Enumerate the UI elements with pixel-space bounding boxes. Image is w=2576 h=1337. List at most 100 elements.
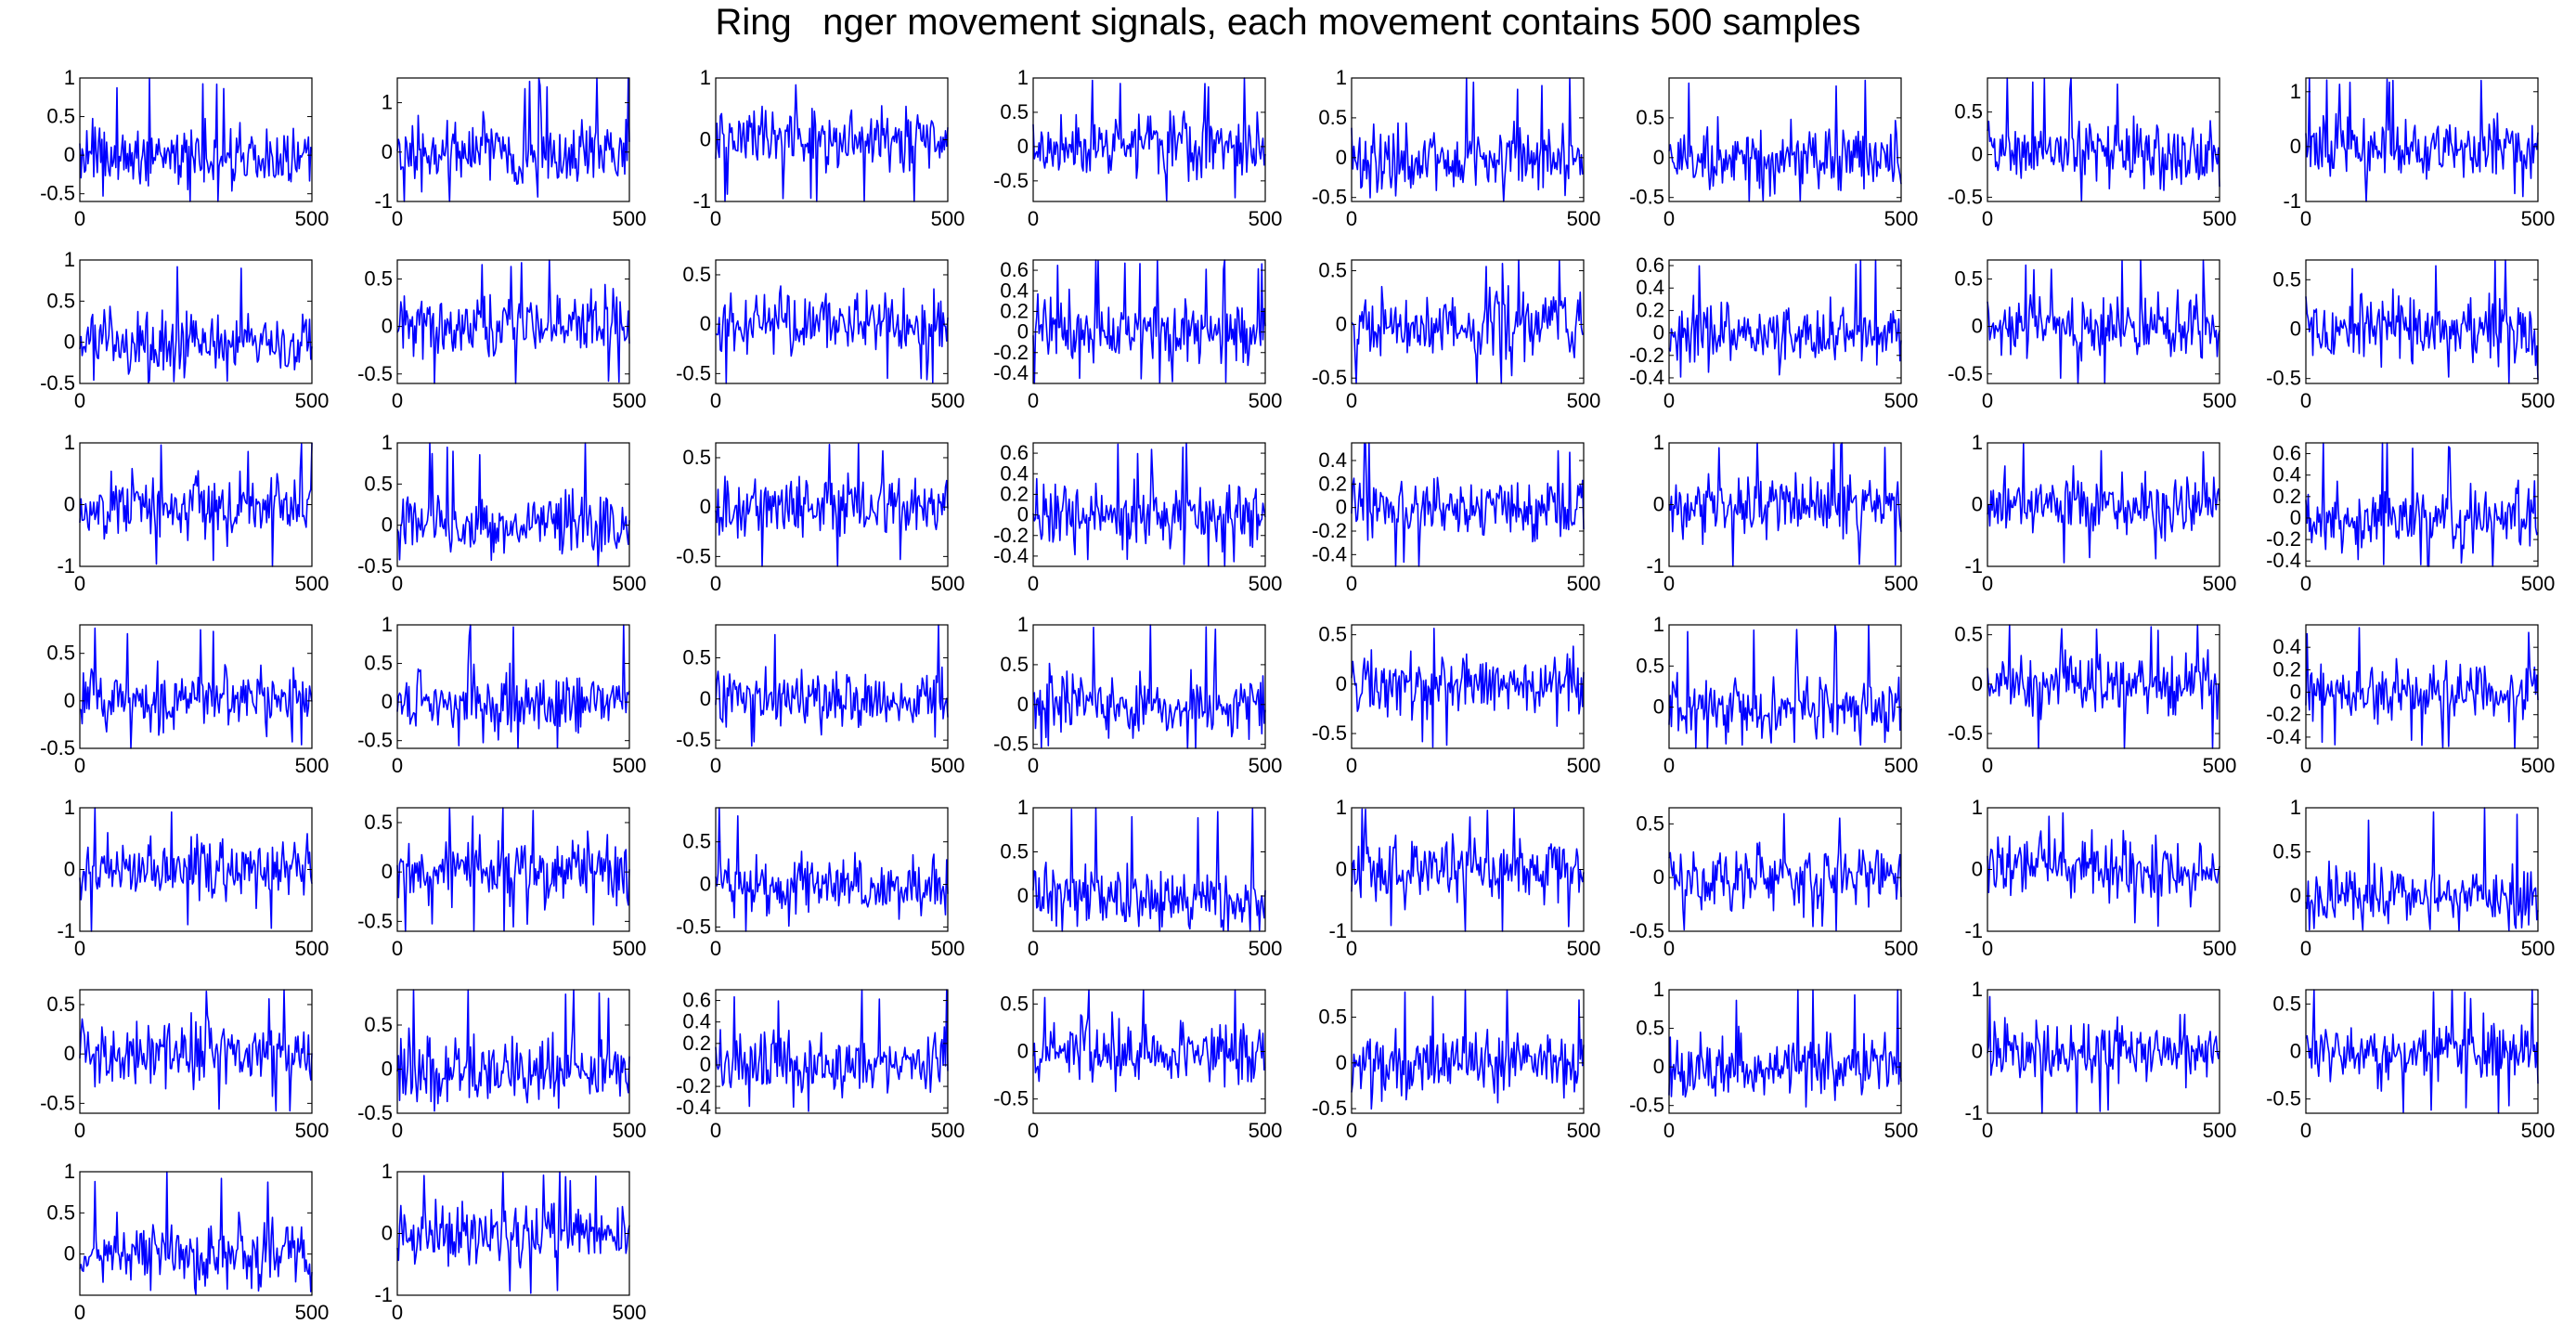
y-tick-label: 1 — [1972, 796, 1983, 819]
x-tick-label: 500 — [1567, 1119, 1601, 1142]
y-tick-label: -1 — [57, 919, 75, 942]
y-tick-label: -1 — [374, 189, 393, 213]
y-tick-label: 1 — [1336, 796, 1347, 819]
y-tick-label: 1 — [1017, 796, 1029, 819]
signal-panel: 0.50-0.50 500 — [1629, 807, 1918, 960]
y-tick-label: 0 — [1972, 858, 1983, 881]
x-tick-label: 500 — [1567, 937, 1601, 960]
signal-panel: 10.50-0.50 500 — [993, 613, 1282, 777]
signal-panel: 0.50-0.50 500 — [676, 807, 964, 960]
axes-box — [1987, 77, 2220, 202]
y-tick-label: 0.2 — [1000, 299, 1029, 322]
y-tick-label: 0 — [2290, 681, 2301, 704]
signal-panel: 10.50-0.50 500 — [40, 66, 329, 230]
y-tick-label: 0 — [1653, 321, 1664, 344]
y-tick-label: 0 — [1653, 493, 1664, 516]
y-tick-label: 0.5 — [1000, 653, 1029, 676]
axes-box — [715, 442, 949, 567]
y-tick-label: -0.2 — [993, 341, 1029, 364]
x-tick-label: 0 — [1346, 389, 1357, 412]
y-tick-label: 0.4 — [682, 1010, 711, 1033]
axes-box — [715, 259, 949, 384]
x-tick-label: 500 — [2521, 389, 2556, 412]
y-tick-label: -0.5 — [1629, 1094, 1664, 1117]
y-tick-label: -1 — [374, 1283, 393, 1306]
x-tick-label: 500 — [1249, 1119, 1283, 1142]
y-tick-label: 0 — [1017, 1040, 1029, 1063]
signal-trace — [79, 77, 313, 202]
signal-panel: 0.60.40.20-0.2-0.40 500 — [993, 258, 1282, 412]
signal-panel: 0.50-0.50 500 — [2266, 989, 2555, 1142]
y-tick-label: 0.5 — [2272, 992, 2301, 1015]
x-tick-label: 0 — [1982, 572, 1993, 595]
y-tick-label: 0 — [700, 873, 711, 896]
signal-panel: 10.50-0.50 500 — [40, 248, 329, 412]
y-tick-label: 0 — [1017, 320, 1029, 344]
y-tick-label: -0.5 — [1312, 1097, 1347, 1120]
x-tick-label: 500 — [295, 1301, 330, 1324]
signal-trace — [1032, 442, 1266, 567]
y-tick-label: 0.5 — [364, 266, 393, 290]
x-tick-label: 0 — [1663, 572, 1675, 595]
signal-trace — [1032, 259, 1266, 384]
y-tick-label: 0.5 — [364, 1013, 393, 1036]
x-tick-label: 500 — [2203, 937, 2237, 960]
x-tick-label: 0 — [1982, 207, 1993, 230]
y-tick-label: 0 — [700, 687, 711, 710]
y-tick-label: -0.5 — [1948, 185, 1983, 208]
signal-panel: 0.50-0.50 500 — [357, 989, 646, 1142]
x-tick-label: 0 — [1028, 572, 1039, 595]
y-tick-label: -0.5 — [40, 182, 75, 205]
y-tick-label: 1 — [64, 1160, 75, 1183]
y-tick-label: 0 — [1017, 135, 1029, 158]
signal-panel: 10-10 500 — [1964, 796, 2236, 960]
y-tick-label: 0 — [700, 312, 711, 335]
y-tick-label: 0 — [1972, 672, 1983, 695]
y-tick-label: 0 — [64, 858, 75, 881]
y-tick-label: -0.5 — [357, 729, 393, 752]
y-tick-label: 0.4 — [2272, 463, 2301, 487]
x-tick-label: 500 — [2521, 754, 2556, 777]
signal-trace — [1351, 442, 1585, 567]
x-tick-label: 500 — [1884, 207, 1919, 230]
signal-trace — [715, 285, 949, 384]
signal-trace — [1351, 989, 1585, 1110]
signal-trace — [1351, 259, 1585, 384]
y-tick-label: 0 — [2290, 1040, 2301, 1063]
x-tick-label: 0 — [74, 1301, 85, 1324]
y-tick-label: -0.5 — [993, 733, 1029, 756]
x-tick-label: 0 — [1663, 754, 1675, 777]
y-tick-label: -0.5 — [1629, 919, 1664, 942]
signal-panel: 0.50-0.50 500 — [2266, 259, 2556, 412]
signal-panel: 1 0.5 0 0 500 — [2272, 796, 2555, 960]
signal-panel: 0.50-0.50 500 — [357, 807, 646, 960]
y-tick-label: 1 — [1017, 613, 1029, 636]
y-tick-label: 0 — [1017, 884, 1029, 907]
x-tick-label: 0 — [2300, 207, 2311, 230]
signal-trace — [79, 442, 313, 567]
axes-box — [715, 989, 949, 1114]
y-tick-label: 0.4 — [2272, 635, 2301, 658]
signal-panel: 10-10 500 — [1964, 978, 2236, 1142]
y-tick-label: 0 — [1972, 493, 1983, 516]
axes-box — [79, 259, 313, 384]
y-tick-label: -0.4 — [993, 361, 1029, 384]
y-tick-label: 1 — [1653, 978, 1664, 1001]
x-tick-label: 0 — [392, 1301, 403, 1324]
y-tick-label: 1 — [2290, 796, 2301, 819]
figure-title: Ring nger movement signals, each movemen… — [715, 2, 1861, 43]
signal-trace — [1032, 807, 1266, 932]
y-tick-label: 1 — [64, 431, 75, 454]
y-tick-label: 0 — [2290, 884, 2301, 907]
y-tick-label: 0 — [1336, 496, 1347, 519]
signal-trace — [1032, 989, 1266, 1093]
axes-box — [715, 624, 949, 749]
x-tick-label: 0 — [392, 937, 403, 960]
y-tick-label: 1 — [64, 248, 75, 271]
axes-box — [1668, 989, 1902, 1114]
y-tick-label: 1 — [1972, 431, 1983, 454]
signal-panel: 10-10 500 — [1646, 431, 1918, 595]
axes-box — [396, 442, 630, 567]
signal-trace — [1668, 812, 1902, 931]
y-tick-label: -0.5 — [676, 915, 711, 938]
